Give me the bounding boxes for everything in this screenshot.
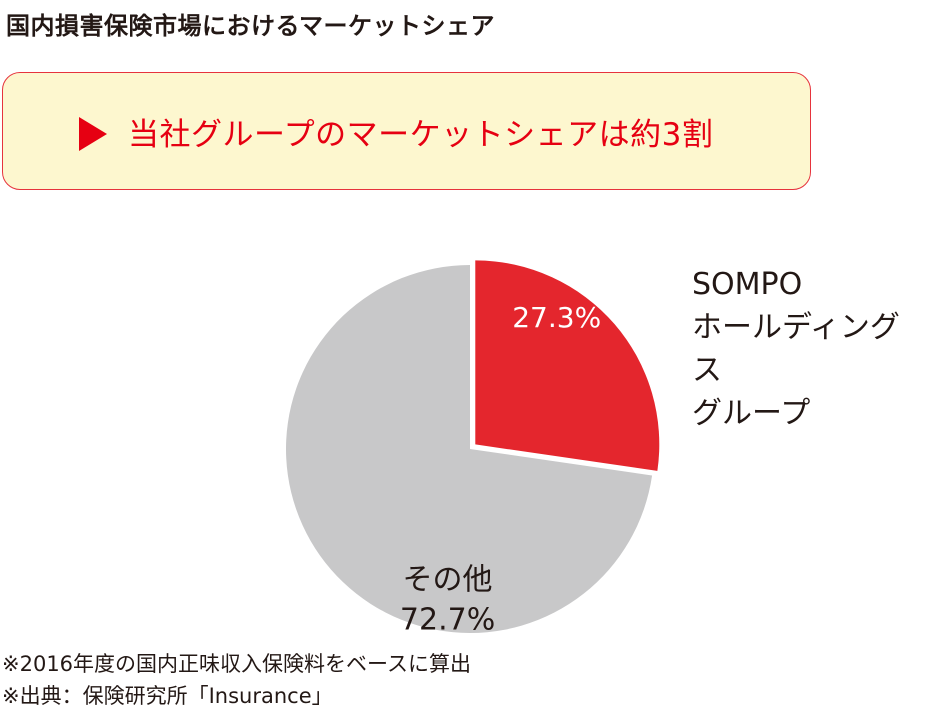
pie-label-sompo: SOMPO ホールディングス グループ: [692, 267, 900, 431]
highlight-callout: 当社グループのマーケットシェアは約3割: [2, 72, 811, 190]
pie-label-others: その他: [403, 563, 493, 598]
footnote-basis: ※2016年度の国内正味収入保険料をベースに算出: [2, 652, 471, 676]
page-title: 国内損害保険市場におけるマーケットシェア: [6, 12, 496, 40]
footnote-source: ※出典：保険研究所「Insurance」: [2, 684, 333, 708]
pie-slice-others: [286, 265, 653, 633]
triangle-arrow-icon: [79, 117, 107, 151]
pie-slice-sompo: [475, 260, 660, 471]
pie-value-sompo: 27.3%: [512, 301, 601, 334]
footnotes: ※2016年度の国内正味収入保険料をベースに算出 ※出典：保険研究所「Insur…: [2, 648, 471, 712]
callout-text: 当社グループのマーケットシェアは約3割: [128, 117, 714, 153]
pie-value-others: 72.7%: [400, 603, 495, 638]
